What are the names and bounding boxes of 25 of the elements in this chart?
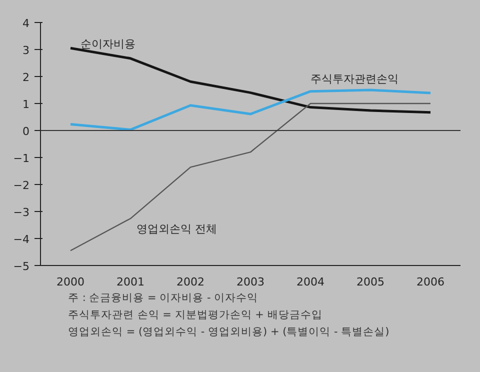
y-tick-label: −5	[13, 260, 30, 273]
x-tick-label: 2005	[356, 276, 385, 288]
y-tick-label: 1	[22, 98, 30, 111]
series-label: 순이자비용	[80, 37, 136, 50]
y-tick-label: −2	[13, 179, 30, 192]
x-tick-label: 2001	[116, 276, 145, 288]
y-tick-label: −4	[13, 233, 30, 246]
y-tick-label: 3	[22, 44, 30, 57]
x-tick-label: 2002	[176, 276, 205, 288]
y-tick-label: 0	[22, 125, 30, 138]
y-tick-label: 2	[22, 71, 30, 84]
y-tick-label: −3	[13, 206, 30, 219]
text: 주식투자관련 손익 = 지분법평가손익 + 배당금수입	[68, 309, 322, 321]
x-tick-label: 2004	[296, 276, 325, 288]
y-tick-label: −1	[13, 152, 30, 165]
text: 영업외손익 = (영업외수익 - 영업외비용) + (특별이익 - 특별손실)	[68, 326, 390, 338]
y-tick-label: 4	[22, 17, 30, 30]
x-tick-label: 2000	[56, 276, 85, 288]
line-series	[69, 88, 432, 131]
x-tick-label: 2003	[236, 276, 265, 288]
text: 주 : 순금융비용 = 이자비용 - 이자수익	[68, 292, 258, 304]
line-series	[70, 102, 432, 252]
x-tick-label: 2006	[416, 276, 445, 288]
series-label: 주식투자관련손익	[310, 72, 398, 86]
series-label: 영업외손익 전체	[136, 222, 217, 236]
